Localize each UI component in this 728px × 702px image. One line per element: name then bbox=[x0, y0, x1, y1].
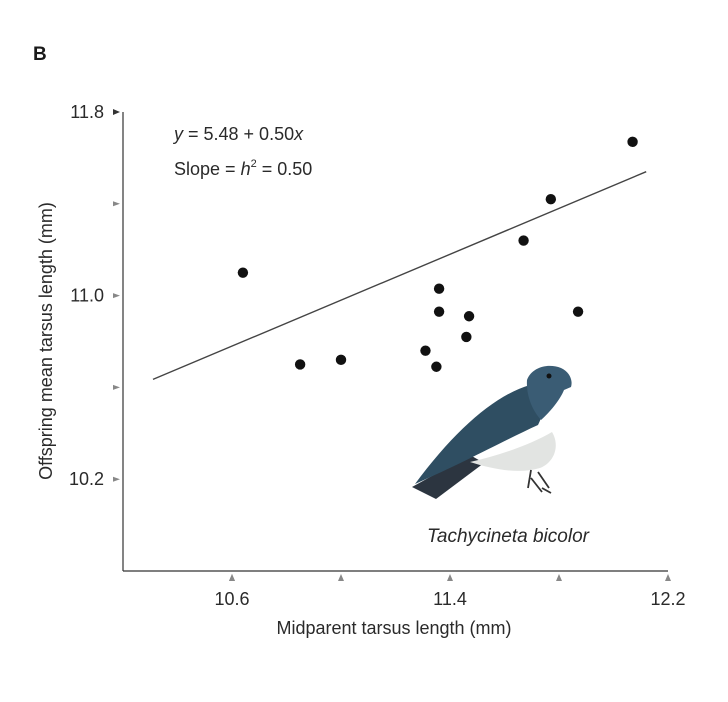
x-axis-label: Midparent tarsus length (mm) bbox=[276, 618, 511, 638]
panel-label: B bbox=[33, 44, 47, 65]
data-point-5 bbox=[433, 283, 445, 294]
data-point-8 bbox=[463, 311, 475, 322]
y-major-tick-0 bbox=[113, 476, 120, 482]
data-point-10 bbox=[545, 194, 557, 205]
y-major-tick-1 bbox=[113, 293, 120, 299]
data-point-4 bbox=[431, 361, 442, 372]
data-point-6 bbox=[433, 306, 445, 317]
swallow-illustration bbox=[412, 365, 572, 499]
axes bbox=[113, 109, 668, 572]
data-points bbox=[237, 136, 638, 372]
y-axis-label: Offspring mean tarsus length (mm) bbox=[36, 202, 56, 480]
swallow-wing bbox=[415, 385, 543, 484]
minor-ticks bbox=[113, 201, 671, 581]
data-point-12 bbox=[627, 136, 638, 148]
data-point-11 bbox=[572, 306, 584, 317]
slope-annotation: Slope = h2 = 0.50 bbox=[174, 158, 312, 179]
data-point-0 bbox=[237, 267, 249, 278]
x-major-tick-1 bbox=[447, 574, 453, 581]
swallow-head bbox=[526, 365, 572, 420]
x-major-tick-0 bbox=[229, 574, 235, 581]
x-minor-tick-2 bbox=[556, 574, 562, 581]
swallow-tail bbox=[412, 455, 484, 499]
y-minor-tick-0 bbox=[113, 384, 120, 390]
data-point-9 bbox=[518, 235, 529, 246]
tick-labels: 10.6 11.4 12.2 10.2 11.0 11.8 bbox=[69, 102, 686, 609]
x-minor-tick-1 bbox=[338, 574, 344, 581]
data-point-3 bbox=[420, 345, 431, 356]
y-tick-label-2: 11.8 bbox=[70, 102, 104, 122]
swallow-feet bbox=[527, 469, 552, 494]
y-tick-label-0: 10.2 bbox=[69, 469, 104, 489]
y-tick-label-1: 11.0 bbox=[70, 286, 104, 306]
data-point-1 bbox=[294, 359, 306, 370]
y-minor-tick-1 bbox=[113, 201, 120, 207]
species-label: Tachycineta bicolor bbox=[427, 526, 590, 547]
swallow-eye bbox=[546, 373, 552, 379]
x-major-tick-2 bbox=[665, 574, 671, 581]
y-axis-arrow-top bbox=[113, 109, 120, 115]
x-tick-label-1: 11.4 bbox=[433, 589, 467, 609]
swallow-body bbox=[470, 432, 556, 471]
equation-annotation: y = 5.48 + 0.50x bbox=[172, 124, 304, 144]
regression-line-group bbox=[152, 171, 647, 381]
x-tick-label-0: 10.6 bbox=[214, 589, 249, 609]
data-point-7 bbox=[461, 331, 472, 343]
data-point-2 bbox=[335, 354, 347, 366]
x-tick-label-2: 12.2 bbox=[650, 589, 685, 609]
regression-line bbox=[152, 171, 647, 381]
